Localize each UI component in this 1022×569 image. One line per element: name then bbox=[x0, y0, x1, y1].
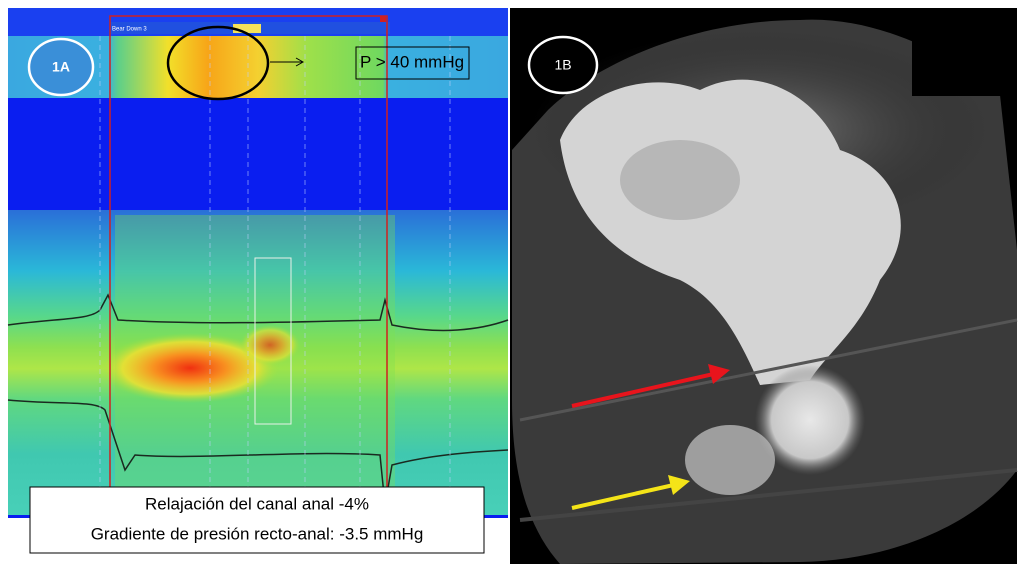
panel-a: Bear Down 3 P > 40 mmHg 1A Relajación de… bbox=[8, 8, 508, 553]
panel-b: 1B bbox=[510, 8, 1017, 564]
panel-label: 1B bbox=[554, 57, 571, 73]
pressure-note: P > 40 mmHg bbox=[360, 52, 464, 71]
contrast-shadow bbox=[620, 140, 740, 220]
mask bbox=[912, 30, 1017, 96]
figure: Bear Down 3 P > 40 mmHg 1A Relajación de… bbox=[0, 0, 1022, 564]
panel-label: 1A bbox=[52, 59, 70, 75]
caption-line: Relajación del canal anal -4% bbox=[145, 494, 369, 513]
contrast-pouch bbox=[685, 425, 775, 495]
window-handle bbox=[380, 16, 386, 22]
caption-line: Gradiente de presión recto-anal: -3.5 mm… bbox=[91, 524, 424, 543]
page: Bear Down 3 P > 40 mmHg 1A Relajación de… bbox=[0, 0, 1022, 569]
tab-label: Bear Down 3 bbox=[112, 27, 147, 33]
